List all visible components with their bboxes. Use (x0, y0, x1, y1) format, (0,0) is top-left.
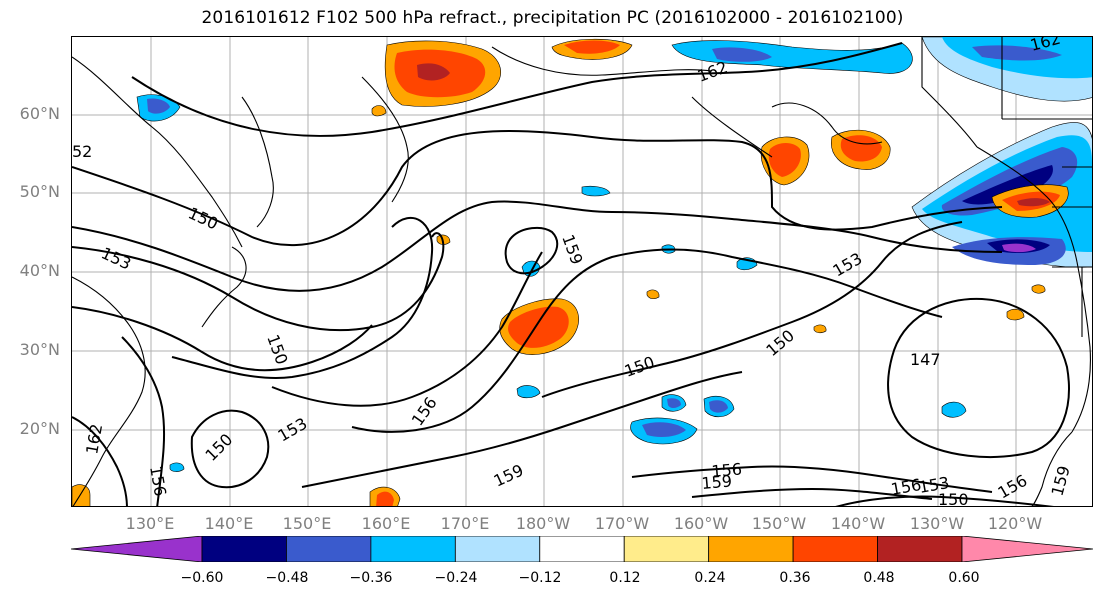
lat-label-40n: 40°N (19, 261, 60, 280)
contour-159-north (72, 130, 1003, 247)
map-canvas: 162 162 52 150 153 150 159 153 150 156 1… (72, 37, 1092, 507)
colorbar-swatch (961, 535, 1094, 563)
contour-150-south (835, 495, 1054, 506)
colorbar-label: 0.24 (694, 570, 726, 586)
lon-label-150w: 150°W (751, 514, 807, 533)
contour-label: 52 (72, 142, 92, 161)
colorbar-label: 0.48 (863, 570, 895, 586)
lat-label-50n: 50°N (19, 182, 60, 201)
contour-153-south (691, 487, 933, 500)
contour-150-east (541, 221, 963, 398)
contour-153-mid (271, 251, 543, 407)
lon-label-140e: 140°E (204, 514, 254, 533)
lon-label-120w: 120°W (987, 514, 1043, 533)
colorbar-swatch (623, 535, 710, 563)
contour-label: 159 (558, 232, 586, 267)
contour-162-north (131, 42, 903, 137)
colorbar-swatch (539, 535, 625, 563)
contour-label: 159 (1048, 464, 1074, 498)
colorbar-label: 0.12 (609, 570, 641, 586)
colorbar-label: −0.36 (349, 570, 393, 586)
lon-label-160e: 160°E (361, 514, 411, 533)
contour-label: 153 (830, 249, 866, 281)
lon-label-140w: 140°W (830, 514, 886, 533)
contour-label: 159 (491, 460, 527, 490)
lon-label-150e: 150°E (282, 514, 332, 533)
precip-spot-14 (1031, 284, 1046, 294)
contour-label: 159 (701, 471, 733, 493)
lon-label-180w: 180°W (515, 514, 571, 533)
contour-label: 150 (185, 203, 221, 233)
contour-156-south (631, 465, 993, 493)
colorbar (70, 535, 1094, 563)
contour-label: 150 (938, 490, 969, 507)
precip-spot-16 (169, 462, 185, 472)
contour-150-west (72, 306, 373, 372)
contour-label: 153 (275, 414, 311, 446)
colorbar-label: 0.36 (779, 570, 811, 586)
contour-label: 150 (622, 352, 657, 380)
colorbar-label: −0.12 (518, 570, 562, 586)
contour-label: 150 (201, 430, 236, 465)
contour-147 (887, 297, 1070, 458)
precip-spot-2 (516, 385, 541, 399)
precip-spot-5 (646, 289, 660, 300)
contour-label: 150 (263, 332, 291, 367)
colorbar-label: 0.60 (948, 570, 980, 586)
contour-label: 156 (408, 393, 441, 429)
contour-label: 147 (910, 350, 941, 369)
coastlines (72, 37, 1092, 506)
colorbar-svg (70, 535, 1094, 563)
lat-label-30n: 30°N (19, 340, 60, 359)
refractivity-contours (72, 42, 1070, 506)
lon-label-160w: 160°W (673, 514, 729, 533)
lon-label-170w: 170°W (594, 514, 650, 533)
colorbar-swatch (70, 535, 203, 563)
contour-162-west (72, 416, 128, 506)
colorbar-swatch (286, 535, 372, 563)
contour-159-dateline (504, 226, 559, 275)
contour-label: 153 (98, 243, 134, 273)
contour-150-mid (171, 216, 434, 379)
map-panel: 162 162 52 150 153 150 159 153 150 156 1… (71, 36, 1093, 507)
colorbar-label: −0.24 (434, 570, 478, 586)
lat-label-60n: 60°N (19, 104, 60, 123)
colorbar-swatch (454, 535, 541, 563)
precip-spot-13 (813, 324, 827, 334)
lon-label-130w: 130°W (909, 514, 965, 533)
precip-spot-3 (371, 105, 387, 117)
precip-spot-12 (581, 185, 611, 197)
contour-156-west (190, 409, 270, 489)
contour-156-mid (351, 248, 943, 433)
colorbar-swatch (877, 535, 963, 563)
contour-label: 156 (711, 459, 743, 481)
lon-label-130e: 130°E (125, 514, 175, 533)
contour-label: 156 (995, 471, 1031, 503)
colorbar-label: −0.60 (180, 570, 224, 586)
contour-label: 156 (146, 464, 170, 497)
colorbar-swatch (792, 535, 878, 563)
contour-156 (72, 200, 1003, 292)
precip-spot-11 (1006, 308, 1025, 321)
map-title: 2016101612 F102 500 hPa refract., precip… (201, 8, 904, 28)
lon-label-170e: 170°E (440, 514, 490, 533)
colorbar-label: −0.48 (265, 570, 309, 586)
lat-label-20n: 20°N (19, 419, 60, 438)
contour-159-south (301, 371, 743, 488)
contour-159-west (121, 336, 166, 506)
contour-label: 162 (695, 57, 730, 85)
contour-label: 162 (82, 422, 106, 455)
contour-153-west (72, 232, 445, 332)
precip-spot-9 (941, 401, 967, 418)
colorbar-swatches (70, 535, 1094, 563)
colorbar-swatch (370, 535, 456, 563)
colorbar-swatch (201, 535, 287, 563)
colorbar-swatch (708, 535, 794, 563)
